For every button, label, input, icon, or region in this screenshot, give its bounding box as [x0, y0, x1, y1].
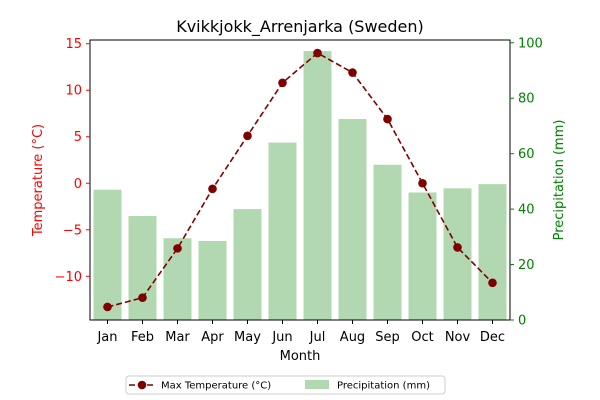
y-axis-right-title: Precipitation (mm) — [552, 120, 567, 241]
x-tick-label-feb: Feb — [131, 330, 154, 345]
x-tick-label-oct: Oct — [411, 330, 433, 345]
temperature-line — [107, 52, 494, 308]
temperature-point-oct — [418, 178, 427, 188]
x-tick-label-may: May — [234, 330, 261, 345]
x-tick-label-apr: Apr — [201, 330, 224, 345]
precip-bar-jun — [268, 142, 297, 320]
y-left-tick-label: −5 — [63, 223, 82, 238]
y-right-tick-label: 100 — [518, 36, 543, 51]
legend-label-temperature: Max Temperature (°C) — [161, 381, 271, 392]
precip-bar-oct — [408, 192, 437, 320]
temperature-point-sep — [383, 114, 392, 124]
x-axis-title: Month — [280, 349, 321, 364]
temperature-point-may — [243, 131, 252, 141]
temperature-point-dec — [488, 278, 497, 288]
temperature-point-feb — [138, 293, 147, 302]
plot-frame — [89, 39, 511, 321]
y-left-tick-label: −10 — [55, 270, 82, 285]
temperature-point-apr — [208, 184, 217, 194]
legend: Max Temperature (°C) Precipitation (mm) — [125, 375, 446, 395]
x-tick-label-mar: Mar — [165, 330, 190, 345]
precip-bar-jan — [93, 189, 122, 320]
temperature-point-jan — [103, 302, 112, 312]
y-axis-left-title: Temperature (°C) — [31, 124, 46, 237]
x-tick-label-nov: Nov — [445, 330, 471, 345]
x-tick-label-jan: Jan — [96, 330, 117, 345]
x-tick-label-dec: Dec — [480, 330, 505, 345]
precip-bar-feb — [128, 216, 157, 320]
y-left-tick-label: 15 — [65, 37, 82, 52]
temperature-point-nov — [453, 243, 462, 252]
precip-bar-apr — [198, 240, 227, 320]
precip-bar-jul — [303, 51, 332, 320]
x-tick-label-jun: Jun — [271, 330, 292, 345]
y-right-tick-label: 80 — [518, 92, 535, 107]
temperature-point-jun — [278, 78, 287, 88]
legend-bar-swatch — [305, 380, 329, 389]
temperature-point-jul — [313, 48, 322, 58]
legend-marker-swatch — [137, 380, 147, 390]
precip-bar-nov — [443, 188, 472, 320]
temperature-point-mar — [173, 244, 182, 253]
temperature-point-aug — [348, 68, 357, 77]
chart-title: Kvikkjokk_Arrenjarka (Sweden) — [176, 17, 424, 37]
precip-bar-dec — [478, 184, 507, 320]
x-tick-label-sep: Sep — [375, 330, 400, 345]
precip-bar-aug — [338, 119, 367, 320]
precip-bar-may — [233, 209, 262, 320]
y-right-tick-label: 0 — [518, 314, 526, 329]
legend-label-precipitation: Precipitation (mm) — [337, 381, 430, 392]
y-left-tick-label: 5 — [74, 130, 82, 145]
y-right-tick-label: 60 — [518, 147, 535, 162]
y-left-tick-label: 0 — [74, 177, 82, 192]
y-left-tick-label: 10 — [65, 84, 82, 99]
legend-box — [125, 375, 446, 395]
x-tick-label-aug: Aug — [340, 330, 365, 345]
precip-bar-sep — [373, 164, 402, 320]
x-tick-label-jul: Jul — [309, 330, 326, 345]
y-right-tick-label: 20 — [518, 258, 535, 273]
y-right-tick-label: 40 — [518, 203, 535, 218]
